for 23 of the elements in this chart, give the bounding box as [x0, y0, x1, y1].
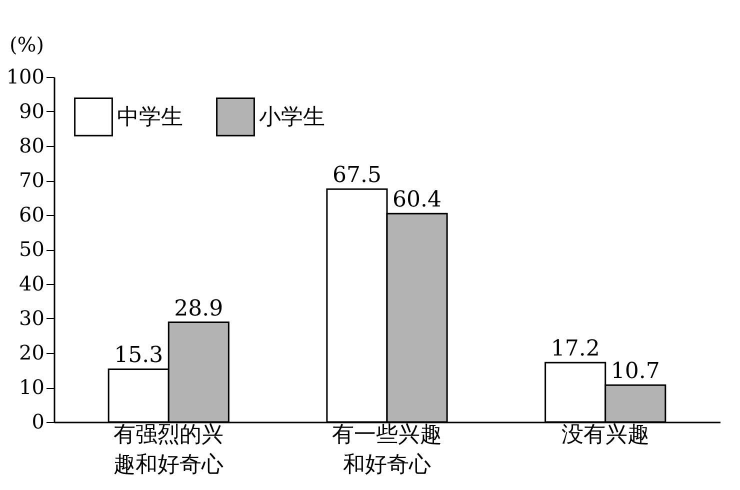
legend-label: 中学生	[117, 104, 183, 130]
x-tick-label: 没有兴趣	[561, 422, 650, 448]
data-label: 60.4	[392, 188, 442, 213]
legend-label: 小学生	[259, 104, 325, 130]
y-tick-label: 20	[19, 340, 44, 364]
data-label: 17.2	[550, 336, 600, 362]
y-tick-label: 80	[19, 134, 44, 158]
x-tick-label: 有强烈的兴趣和好奇心	[114, 422, 224, 478]
data-label: 15.3	[114, 343, 164, 368]
y-tick-label: 70	[19, 168, 44, 192]
data-label: 28.9	[174, 296, 224, 322]
y-tick-label: 100	[6, 64, 44, 88]
data-label: 67.5	[332, 163, 382, 188]
data-label: 10.7	[610, 359, 660, 384]
y-tick-label: 10	[19, 375, 44, 399]
y-tick-label: 90	[19, 99, 44, 123]
y-tick-label: 40	[19, 272, 44, 296]
x-tick-label: 有一些兴趣和好奇心	[332, 422, 442, 478]
y-tick-label: 0	[32, 410, 44, 434]
y-tick-label: 50	[19, 237, 44, 261]
y-tick-label: 60	[19, 202, 44, 226]
y-axis-title: (%)	[10, 32, 44, 56]
y-tick-label: 30	[19, 306, 44, 330]
